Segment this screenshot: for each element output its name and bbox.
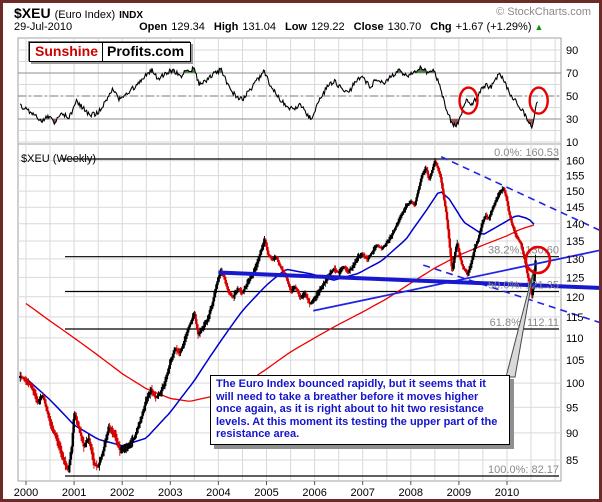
momentum-oscillator-plot xyxy=(18,64,561,130)
x-axis-label: 2009 xyxy=(447,487,471,499)
price-axis-label: 115 xyxy=(566,312,584,324)
declining-resistance-dashed xyxy=(440,155,599,231)
price-axis-label: 145 xyxy=(566,202,584,214)
price-axis-label: 95 xyxy=(566,402,578,414)
price-axis-label: 120 xyxy=(566,292,584,304)
logo-profits: Profits.com xyxy=(107,43,185,59)
stockcharts-copyright: © StockCharts.com xyxy=(496,6,591,18)
oscillator-line xyxy=(19,64,538,130)
low-value: 129.22 xyxy=(310,21,345,33)
x-axis-label: 2004 xyxy=(206,487,230,499)
logo-sunshine: Sunshine xyxy=(30,43,104,61)
fibonacci-label: 0.0%: 160.53 xyxy=(494,147,559,159)
fibonacci-label: 50.0%: 121.35 xyxy=(488,280,559,292)
x-axis-label: 2006 xyxy=(302,487,326,499)
price-axis-label: 155 xyxy=(566,171,584,183)
price-panel-title: $XEU (Weekly) xyxy=(21,153,96,165)
change-value: +1.67 (+1.29%) xyxy=(455,21,532,33)
header-line-1: $XEU (Euro Index) INDX xyxy=(14,5,594,21)
price-axis-label: 90 xyxy=(566,428,578,440)
annotation-arrow xyxy=(505,268,535,378)
price-axis-label: 140 xyxy=(566,219,584,231)
price-axis-label: 160 xyxy=(566,156,584,168)
open-value: 129.34 xyxy=(171,21,205,33)
open-label: Open xyxy=(139,21,168,33)
price-axis-label: 110 xyxy=(566,333,584,345)
header-line-2: 29-Jul-2010 Open 129.34 High 131.04 Low 129.22… xyxy=(14,21,594,36)
chart-date: 29-Jul-2010 xyxy=(14,21,73,33)
rising-resistance-line xyxy=(313,249,599,312)
oscillator-axis-label: 30 xyxy=(566,114,578,126)
close-label: Close xyxy=(353,21,384,33)
fibonacci-label: 100.0%: 82.17 xyxy=(488,464,559,476)
x-axis-label: 2008 xyxy=(399,487,423,499)
x-axis-label: 2000 xyxy=(14,487,38,499)
ticker-exchange: INDX xyxy=(119,10,144,21)
long-term-resistance-line xyxy=(218,270,599,290)
oscillator-red-ellipse xyxy=(458,86,479,115)
x-axis-label: 2001 xyxy=(62,487,86,499)
price-axis-label: 100 xyxy=(566,378,584,390)
sunshine-profits-logo: Sunshine Profits.com xyxy=(29,42,192,62)
x-axis-label: 2010 xyxy=(495,487,519,499)
price-axis-label: 130 xyxy=(566,254,584,266)
analyst-annotation-box: The Euro Index bounced rapidly, but it s… xyxy=(210,375,510,445)
x-axis-label: 2007 xyxy=(350,487,374,499)
high-value: 131.04 xyxy=(242,21,276,33)
close-value: 130.70 xyxy=(387,21,422,33)
high-label: High xyxy=(213,21,239,33)
x-axis-label: 2003 xyxy=(158,487,182,499)
price-red-ellipse xyxy=(524,245,552,275)
declining-support-dashed xyxy=(423,264,599,324)
x-axis-label: 2005 xyxy=(254,487,278,499)
oscillator-red-ellipse xyxy=(528,86,549,115)
oscillator-axis-label: 10 xyxy=(566,137,578,149)
low-label: Low xyxy=(284,21,307,33)
price-axis-label: 125 xyxy=(566,272,584,284)
change-label: Chg xyxy=(430,21,452,33)
ticker-symbol: $XEU xyxy=(14,5,51,21)
ticker-name: (Euro Index) xyxy=(54,9,116,21)
price-axis-label: 105 xyxy=(566,355,584,367)
up-triangle-icon: ▲ xyxy=(534,22,544,32)
oscillator-axis-label: 50 xyxy=(566,91,578,103)
oscillator-axis-label: 90 xyxy=(566,45,578,57)
price-axis-label: 150 xyxy=(566,186,584,198)
x-axis-label: 2002 xyxy=(110,487,134,499)
price-axis-label: 85 xyxy=(566,455,578,467)
oscillator-axis-label: 70 xyxy=(566,68,578,80)
ma200-line xyxy=(25,224,535,402)
price-axis-label: 135 xyxy=(566,236,584,248)
